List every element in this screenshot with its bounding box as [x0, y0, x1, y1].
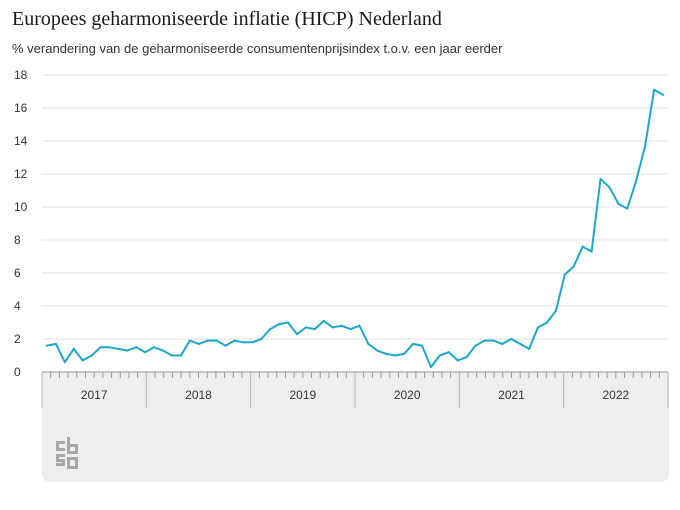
- data-point: [527, 347, 531, 350]
- data-point: [251, 341, 254, 344]
- series-group: [45, 88, 665, 369]
- data-point: [188, 339, 191, 342]
- x-tick-label: 2019: [289, 388, 316, 402]
- data-point: [170, 354, 174, 357]
- data-point: [474, 344, 477, 347]
- x-tick-label: 2022: [602, 388, 629, 402]
- data-point: [447, 351, 450, 354]
- data-point: [224, 344, 227, 347]
- data-point: [331, 326, 334, 329]
- data-point: [483, 339, 486, 342]
- y-tick-label: 8: [14, 233, 21, 247]
- data-point: [519, 342, 522, 346]
- data-point: [313, 328, 316, 331]
- data-point: [358, 324, 361, 327]
- data-point: [456, 359, 459, 362]
- y-tick-label: 16: [14, 101, 28, 115]
- y-tick-label: 4: [14, 299, 21, 313]
- y-tick-label: 0: [14, 365, 21, 379]
- x-tick-label: 2020: [394, 388, 421, 402]
- data-point: [563, 273, 566, 276]
- y-tick-label: 18: [14, 68, 28, 82]
- data-point: [661, 93, 665, 96]
- data-point: [626, 207, 629, 210]
- data-point: [117, 347, 120, 350]
- data-point: [465, 356, 468, 359]
- data-point: [581, 245, 584, 248]
- data-point: [420, 344, 424, 347]
- data-point: [206, 339, 209, 342]
- data-point: [269, 328, 272, 331]
- data-point: [197, 342, 200, 346]
- x-axis: 2017 2018 2019 2020 2021 2022: [41, 371, 669, 409]
- data-point: [54, 342, 58, 346]
- data-point: [126, 349, 129, 352]
- data-point: [295, 332, 299, 336]
- data-point: [652, 88, 656, 91]
- data-point: [63, 361, 66, 364]
- data-point: [376, 349, 379, 352]
- data-point: [590, 250, 593, 253]
- data-point: [81, 359, 84, 362]
- y-axis-ticks: 0 2 4 6 8 10 12 14 16 18: [14, 68, 28, 379]
- data-point: [536, 326, 540, 329]
- data-point: [278, 323, 281, 326]
- data-point: [510, 337, 513, 341]
- data-point: [492, 339, 495, 342]
- data-point: [108, 346, 111, 349]
- data-point: [411, 342, 415, 346]
- data-point: [554, 309, 557, 313]
- grid-lines: [42, 74, 668, 340]
- data-point: [608, 186, 611, 189]
- footer-panel: [42, 409, 669, 482]
- cbs-logo-icon: [56, 437, 78, 469]
- data-point: [153, 346, 156, 349]
- data-point: [545, 321, 549, 324]
- x-tick-label: 2018: [185, 388, 212, 402]
- line-chart: 0 2 4 6 8 10 12 14 16 18 2017 2018 2019 2020 2021 2022: [14, 68, 669, 409]
- data-point: [215, 339, 218, 342]
- data-point: [72, 347, 75, 350]
- y-tick-label: 14: [14, 134, 28, 148]
- x-tick-label: 2021: [498, 388, 525, 402]
- data-point: [286, 321, 290, 324]
- data-point: [260, 337, 263, 341]
- data-point: [599, 177, 602, 181]
- data-point: [242, 341, 245, 344]
- y-tick-label: 10: [14, 200, 28, 214]
- data-point: [644, 144, 647, 148]
- y-tick-label: 12: [14, 167, 28, 181]
- x-tick-label: 2017: [81, 388, 108, 402]
- data-point: [90, 354, 93, 357]
- data-point: [161, 349, 165, 352]
- chart-title: Europees geharmoniseerde inflatie (HICP)…: [12, 8, 442, 30]
- data-point: [135, 346, 138, 349]
- data-point: [233, 339, 236, 342]
- y-tick-label: 2: [14, 332, 21, 346]
- data-point: [367, 342, 370, 346]
- data-point: [438, 354, 441, 357]
- y-tick-label: 6: [14, 266, 21, 280]
- data-point: [572, 265, 575, 268]
- data-point: [349, 328, 352, 331]
- data-point: [45, 344, 49, 347]
- data-point: [144, 351, 147, 354]
- data-point: [429, 365, 432, 369]
- data-point: [340, 324, 343, 327]
- data-point: [501, 342, 504, 346]
- data-point: [304, 326, 307, 329]
- data-point: [394, 354, 397, 357]
- series-line: [46, 88, 664, 369]
- data-point: [322, 319, 325, 322]
- data-point: [617, 202, 620, 205]
- data-point: [99, 346, 102, 349]
- data-point: [635, 179, 638, 182]
- data-point: [179, 354, 183, 357]
- chart-subtitle: % verandering van de geharmoniseerde con…: [12, 41, 503, 56]
- data-point: [385, 352, 388, 355]
- data-point: [403, 352, 406, 355]
